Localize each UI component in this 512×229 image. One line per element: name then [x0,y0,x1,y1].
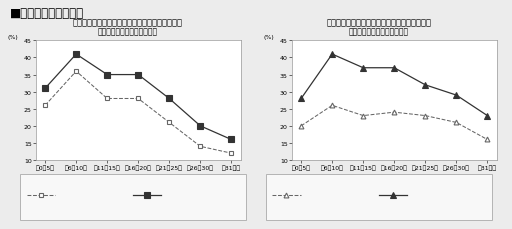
Text: （成約件数／新規登録件数）: （成約件数／新規登録件数） [349,28,409,37]
Text: 中古マンション（21年）: 中古マンション（21年） [164,190,220,199]
Text: 図表５－１　中古マンションの対新規登録成約率: 図表５－１ 中古マンションの対新規登録成約率 [73,19,183,27]
Text: ■筑年帯別の取引動向: ■筑年帯別の取引動向 [10,7,84,20]
Text: （成約件数／新規登録件数）: （成約件数／新規登録件数） [98,28,158,37]
Text: 中古戸建住宅（21年）: 中古戸建住宅（21年） [410,190,461,199]
Text: 図表５－２　中古戸建住宅の対新規登録成約率: 図表５－２ 中古戸建住宅の対新規登録成約率 [326,19,432,27]
Text: 中古戸建住宅（20年）: 中古戸建住宅（20年） [303,190,354,199]
Text: (%): (%) [7,35,18,40]
Text: 中古マンション（20年）: 中古マンション（20年） [57,190,113,199]
Text: (%): (%) [263,35,274,40]
